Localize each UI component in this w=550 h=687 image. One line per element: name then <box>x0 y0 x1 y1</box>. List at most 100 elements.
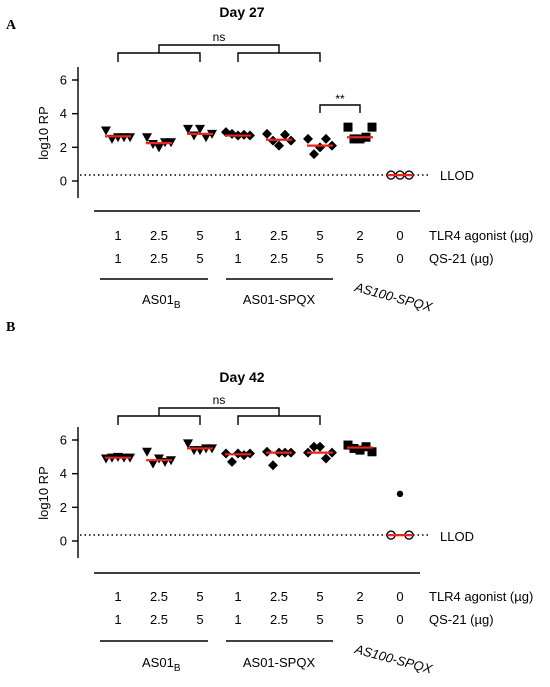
data-point <box>183 124 193 134</box>
x-condition-value: 1 <box>114 589 121 604</box>
data-point <box>183 439 193 449</box>
x-condition-value: 1 <box>114 228 121 243</box>
x-condition-value: 5 <box>316 612 323 627</box>
data-point <box>321 133 331 144</box>
qs21-row-label-a: QS-21 (µg) <box>429 251 494 266</box>
median-lines-b <box>105 446 413 537</box>
data-point <box>201 133 211 143</box>
data-point <box>396 490 404 498</box>
x-condition-value: 5 <box>316 589 323 604</box>
data-point <box>355 134 365 144</box>
x-condition-value: 5 <box>196 589 203 604</box>
y-tick-label: 4 <box>60 466 67 481</box>
chart-title-a: Day 27 <box>219 4 264 20</box>
data-point <box>262 128 272 139</box>
group-label-as01b-a: AS01B <box>142 292 181 311</box>
x-condition-value: 2 <box>356 228 363 243</box>
y-axis-label-a: log10 RP <box>36 106 51 159</box>
data-point <box>343 122 353 132</box>
chart-title-b: Day 42 <box>219 369 264 385</box>
data-point <box>274 140 284 151</box>
data-point <box>195 124 205 134</box>
data-points-a <box>101 122 414 180</box>
x-condition-value: 2.5 <box>150 251 168 266</box>
data-point <box>280 129 290 140</box>
y-tick-label: 2 <box>60 500 67 515</box>
y-tick-label: 0 <box>60 534 67 549</box>
data-point <box>309 441 319 452</box>
data-point <box>343 440 353 450</box>
data-point <box>355 445 365 455</box>
x-condition-value: 0 <box>396 228 403 243</box>
data-point <box>367 447 377 457</box>
x-condition-value: 2.5 <box>270 251 288 266</box>
group-label-as01spqx-a: AS01-SPQX <box>243 292 316 307</box>
x-condition-value: 1 <box>114 612 121 627</box>
x-condition-value: 5 <box>196 251 203 266</box>
data-point <box>142 133 152 143</box>
x-condition-value: 0 <box>396 612 403 627</box>
data-point <box>349 134 359 144</box>
x-condition-rows-a: 1 2.5 5 1 2.5 5 2 0 1 2.5 5 1 2.5 5 5 0 <box>114 228 403 266</box>
data-point <box>367 122 377 132</box>
x-condition-value: 0 <box>396 251 403 266</box>
y-tick-label: 4 <box>60 106 67 121</box>
y-tick-label: 0 <box>60 174 67 189</box>
llod-label-b: LLOD <box>440 529 474 544</box>
x-condition-value: 0 <box>396 589 403 604</box>
group-label-as01b-b: AS01B <box>142 655 181 674</box>
y-ticks-a: 0 2 4 6 <box>60 73 78 189</box>
x-condition-rows-b: 1 2.5 5 1 2.5 5 2 0 1 2.5 5 1 2.5 5 5 0 <box>114 589 403 627</box>
tlr4-row-label-b: TLR4 agonist (µg) <box>429 589 533 604</box>
x-condition-value: 1 <box>114 251 121 266</box>
group-label-as100spqx-a: AS100-SPQX <box>352 279 435 315</box>
sig-bracket-a: ** <box>319 92 361 113</box>
x-condition-value: 2.5 <box>270 228 288 243</box>
tlr4-row-label-a: TLR4 agonist (µg) <box>429 228 533 243</box>
data-point <box>268 460 278 471</box>
data-point <box>154 454 164 464</box>
data-point <box>303 133 313 144</box>
x-condition-value: 1 <box>234 228 241 243</box>
y-axis-label-b: log10 RP <box>36 466 51 519</box>
data-point <box>154 143 164 153</box>
ns-label-b: ns <box>213 393 226 407</box>
x-condition-value: 5 <box>356 612 363 627</box>
data-point <box>309 149 319 160</box>
x-condition-value: 5 <box>316 251 323 266</box>
x-condition-value: 1 <box>234 589 241 604</box>
x-condition-value: 1 <box>234 251 241 266</box>
sig-label-a: ** <box>335 92 345 106</box>
panel-label-a: A <box>6 18 17 33</box>
data-point <box>315 441 325 452</box>
x-condition-value: 2.5 <box>150 228 168 243</box>
y-ticks-b: 0 2 4 6 <box>60 433 78 549</box>
group-label-as100spqx-b: AS100-SPQX <box>352 641 435 677</box>
panel-label-b: B <box>6 320 15 335</box>
x-condition-value: 2.5 <box>150 589 168 604</box>
x-condition-value: 2.5 <box>270 612 288 627</box>
ns-label-a: ns <box>213 30 226 44</box>
x-condition-value: 1 <box>234 612 241 627</box>
data-point <box>321 453 331 464</box>
ns-bracket-b: ns <box>117 393 321 425</box>
data-point <box>101 126 111 136</box>
data-points-b <box>101 439 414 540</box>
x-condition-value: 2.5 <box>270 589 288 604</box>
x-condition-value: 2 <box>356 589 363 604</box>
llod-label-a: LLOD <box>440 168 474 183</box>
y-tick-label: 6 <box>60 433 67 448</box>
x-condition-value: 5 <box>196 228 203 243</box>
data-point <box>315 142 325 153</box>
x-condition-value: 2.5 <box>150 612 168 627</box>
data-point <box>142 447 152 457</box>
x-condition-value: 5 <box>356 251 363 266</box>
data-point <box>148 459 158 469</box>
data-point <box>227 456 237 467</box>
panel-b: B Day 42 ns 0 2 4 6 log10 RP LLOD 1 2.5 5 1 2.5… <box>6 320 533 677</box>
ns-bracket-a: ns <box>117 30 321 62</box>
y-tick-label: 2 <box>60 140 67 155</box>
x-condition-value: 5 <box>316 228 323 243</box>
